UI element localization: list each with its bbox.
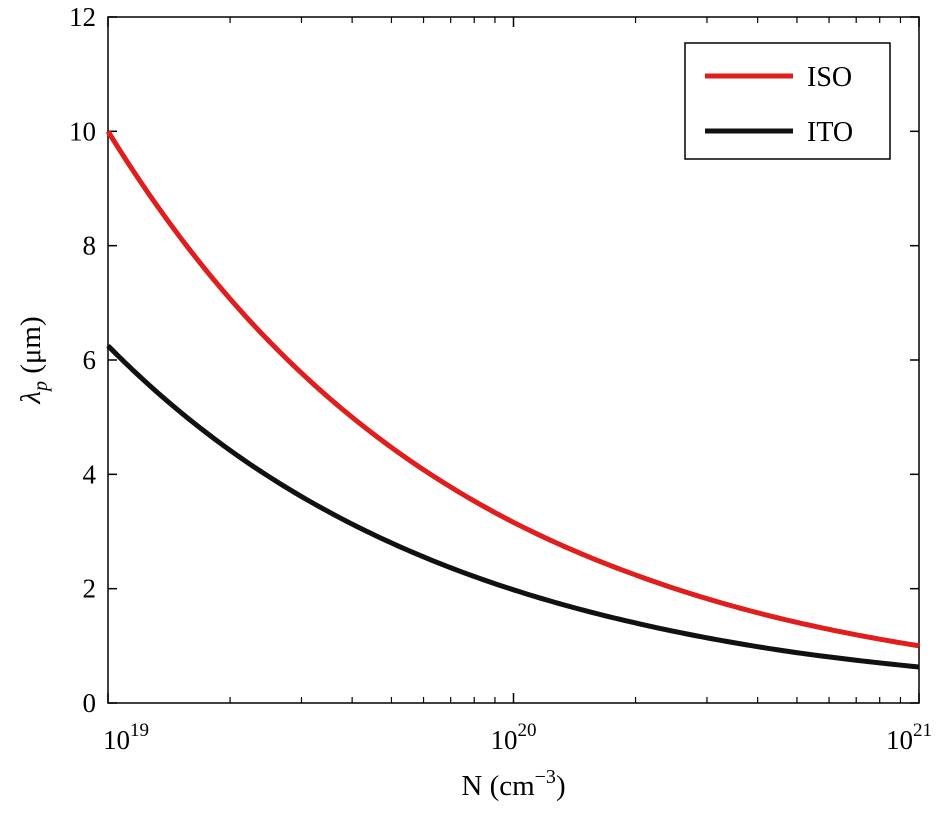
legend-label-iso: ISO xyxy=(807,62,852,93)
x-tick-label: 1019 xyxy=(103,720,149,755)
series-line-iso xyxy=(105,130,920,649)
legend-label-ito: ITO xyxy=(807,117,853,148)
plot-area: 0 2 4 6 8 10 12 1019 1020 1021 N (cm−3) λp (μm) xyxy=(15,2,932,802)
y-tick-label: 10 xyxy=(69,116,96,146)
series-line-ito xyxy=(106,343,920,670)
y-tick-label: 6 xyxy=(83,345,97,375)
legend: ISO ITO xyxy=(684,42,891,160)
x-tick-label: 1021 xyxy=(886,720,932,755)
y-tick-label: 0 xyxy=(83,688,97,718)
x-axis-title: N (cm−3) xyxy=(461,766,565,802)
y-tick-label: 4 xyxy=(83,459,97,489)
y-axis-title: λp (μm) xyxy=(15,316,52,404)
x-tick-label: 1020 xyxy=(491,720,537,755)
y-tick-label: 8 xyxy=(83,231,97,261)
legend-box xyxy=(684,42,891,160)
y-tick-label: 2 xyxy=(83,574,97,604)
y-tick-label: 12 xyxy=(69,2,96,32)
